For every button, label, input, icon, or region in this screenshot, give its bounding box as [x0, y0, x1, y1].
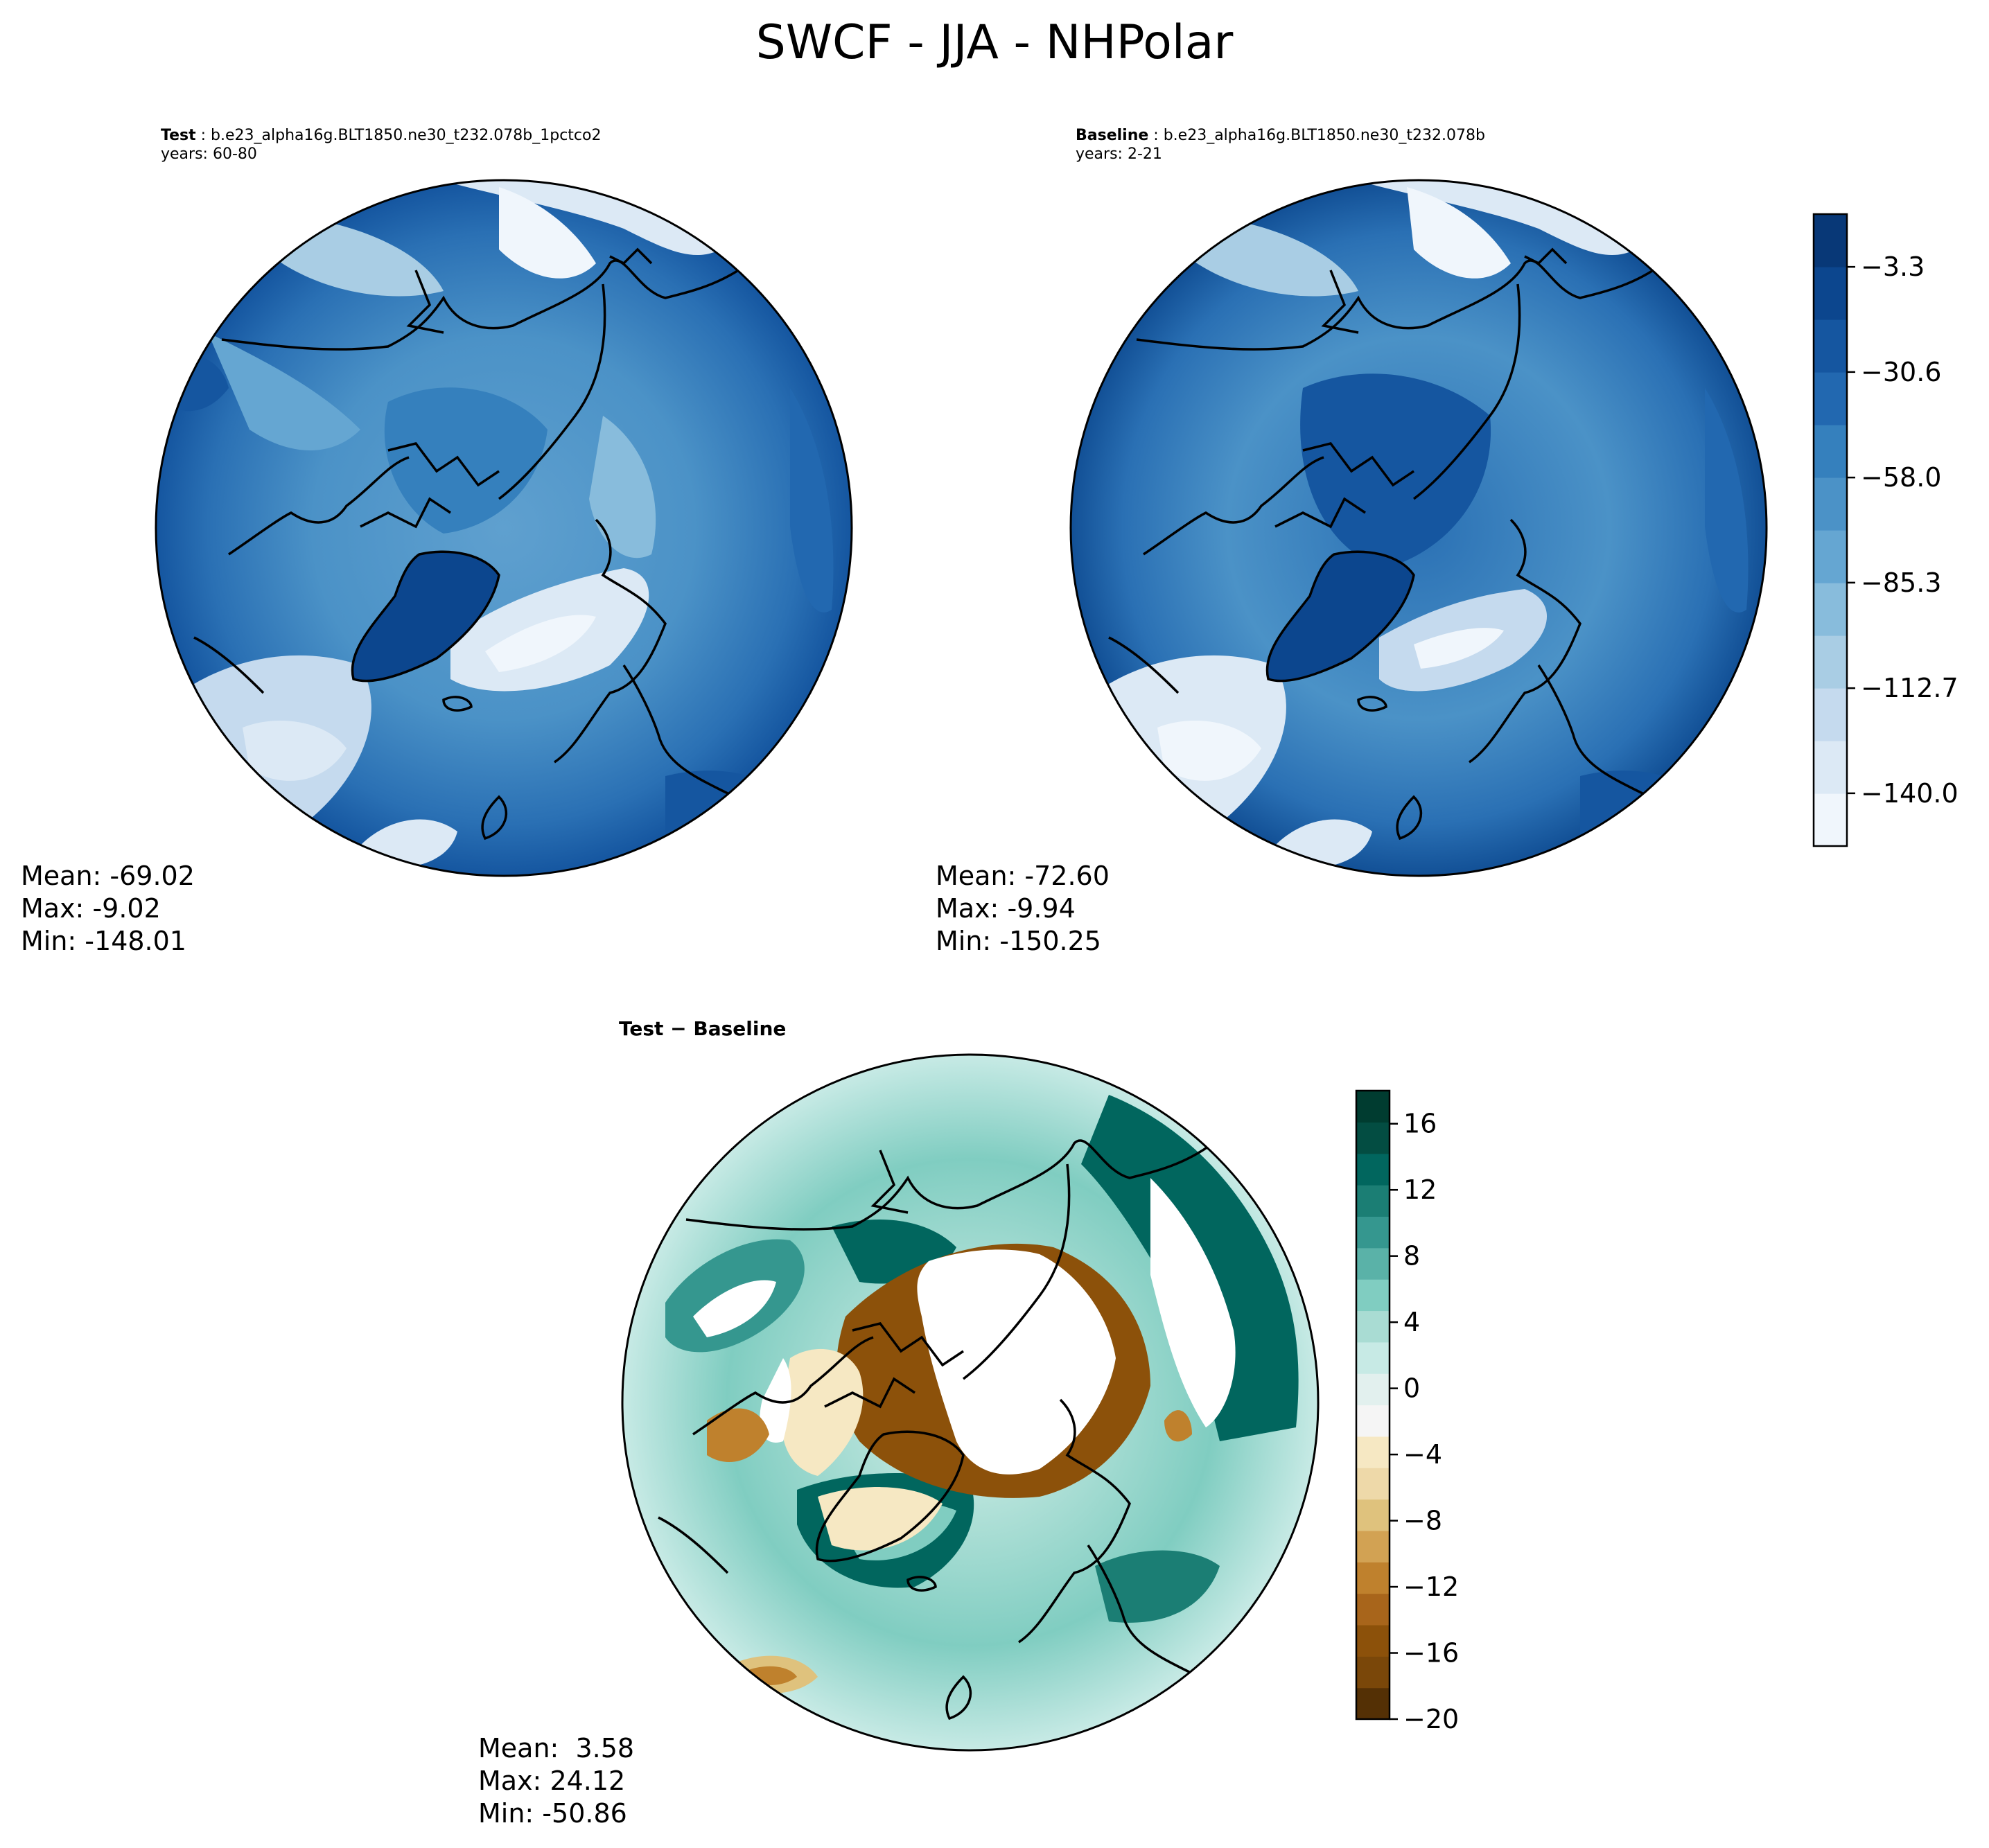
diff-colorbar-swatch: [1356, 1091, 1390, 1123]
main-colorbar-tick-label: −85.3: [1861, 567, 1941, 598]
diff-colorbar-tick-label: −12: [1403, 1572, 1459, 1602]
baseline-role-label: Baseline: [1076, 127, 1149, 144]
baseline-map: [1069, 179, 1768, 877]
diff-colorbar-tick-label: 8: [1403, 1241, 1420, 1271]
diff-colorbar-tick-label: −16: [1403, 1638, 1459, 1669]
diff-colorbar-swatch: [1356, 1687, 1390, 1720]
main-colorbar-swatch: [1814, 425, 1847, 478]
diff-colorbar-swatch: [1356, 1341, 1390, 1374]
test-map: [155, 179, 853, 877]
diff-colorbar: 16 12 8 4 0 −4 −8 −12 −16 −20: [1355, 1089, 1459, 1734]
main-colorbar-swatch: [1814, 635, 1847, 689]
main-colorbar-swatch: [1814, 267, 1847, 320]
diff-map: [621, 1053, 1320, 1752]
diff-colorbar-tick-label: 4: [1403, 1307, 1420, 1337]
diff-map-boundary: [621, 1053, 1320, 1752]
diff-colorbar-swatch: [1356, 1153, 1390, 1186]
diff-stats: Mean: 3.58 Max: 24.12 Min: -50.86: [478, 1732, 634, 1830]
baseline-max: Max: -9.94: [936, 893, 1076, 924]
test-role-label: Test: [161, 127, 196, 144]
baseline-map-boundary: [1069, 179, 1768, 877]
figure-title: SWCF - JJA - NHPolar: [755, 15, 1234, 70]
main-colorbar-tick-label: −3.3: [1861, 252, 1925, 282]
diff-colorbar-tick-label: −4: [1403, 1439, 1442, 1470]
diff-mean: Mean: 3.58: [478, 1733, 635, 1763]
diff-colorbar-swatch: [1356, 1530, 1390, 1563]
test-max: Max: -9.02: [21, 893, 161, 924]
main-colorbar-swatch: [1814, 372, 1847, 425]
diff-colorbar-tick-label: 16: [1403, 1109, 1437, 1139]
main-colorbar-swatch: [1814, 530, 1847, 583]
test-caption: Test : b.e23_alpha16g.BLT1850.ne30_t232.…: [161, 126, 601, 164]
diff-colorbar-swatch: [1356, 1373, 1390, 1406]
diff-colorbar-swatch: [1356, 1279, 1390, 1312]
diff-colorbar-swatch: [1356, 1122, 1390, 1154]
baseline-caption: Baseline : b.e23_alpha16g.BLT1850.ne30_t…: [1076, 126, 1485, 164]
diff-colorbar-swatch: [1356, 1562, 1390, 1594]
main-colorbar-swatch: [1814, 319, 1847, 373]
diff-colorbar-swatch: [1356, 1468, 1390, 1500]
main-colorbar-swatch: [1814, 793, 1847, 847]
diff-colorbar-tick-label: 12: [1403, 1174, 1437, 1205]
diff-colorbar-frame: [1355, 1089, 1391, 1721]
test-years: years: 60-80: [161, 146, 257, 163]
diff-colorbar-swatch: [1356, 1405, 1390, 1437]
caption-separator: :: [195, 127, 211, 144]
diff-colorbar-tick-label: 0: [1403, 1373, 1420, 1404]
main-colorbar-tick-label: −112.7: [1861, 673, 1959, 703]
diff-colorbar-swatch: [1356, 1624, 1390, 1657]
diff-colorbar-swatch: [1356, 1247, 1390, 1280]
diff-colorbar-swatch: [1356, 1436, 1390, 1468]
diff-max: Max: 24.12: [478, 1766, 626, 1796]
main-colorbar-swatch: [1814, 741, 1847, 794]
main-colorbar-swatch: [1814, 583, 1847, 636]
test-map-boundary: [155, 179, 853, 877]
diff-min: Min: -50.86: [478, 1798, 627, 1829]
baseline-years: years: 2-21: [1076, 146, 1162, 163]
diff-colorbar-tick-label: −8: [1403, 1506, 1442, 1536]
main-colorbar-tick-label: −58.0: [1861, 462, 1941, 493]
diff-panel-label: Test − Baseline: [619, 1017, 787, 1040]
main-colorbar-tick-label: −140.0: [1861, 778, 1959, 809]
diff-colorbar-swatch: [1356, 1656, 1390, 1689]
diff-colorbar-swatch: [1356, 1499, 1390, 1531]
diff-colorbar-swatch: [1356, 1593, 1390, 1626]
baseline-case-name: b.e23_alpha16g.BLT1850.ne30_t232.078b: [1163, 127, 1485, 144]
baseline-mean: Mean: -72.60: [936, 861, 1110, 891]
baseline-min: Min: -150.25: [936, 926, 1101, 956]
test-case-name: b.e23_alpha16g.BLT1850.ne30_t232.078b_1p…: [211, 127, 602, 144]
main-colorbar-swatch: [1814, 477, 1847, 531]
test-min: Min: -148.01: [21, 926, 186, 956]
main-colorbar-swatch: [1814, 214, 1847, 267]
main-colorbar-tick-label: −30.6: [1861, 357, 1941, 387]
main-colorbar: −3.3 −30.6 −58.0 −85.3 −112.7 −140.0: [1812, 213, 1959, 847]
caption-separator: :: [1148, 127, 1164, 144]
diff-colorbar-swatch: [1356, 1185, 1390, 1217]
baseline-stats: Mean: -72.60 Max: -9.94 Min: -150.25: [936, 860, 1110, 958]
diff-colorbar-tick-label: −20: [1403, 1704, 1459, 1734]
test-mean: Mean: -69.02: [21, 861, 195, 891]
main-colorbar-frame: [1812, 213, 1848, 847]
test-stats: Mean: -69.02 Max: -9.02 Min: -148.01: [21, 860, 195, 958]
diff-colorbar-swatch: [1356, 1216, 1390, 1249]
main-colorbar-swatch: [1814, 688, 1847, 741]
diff-colorbar-swatch: [1356, 1310, 1390, 1343]
